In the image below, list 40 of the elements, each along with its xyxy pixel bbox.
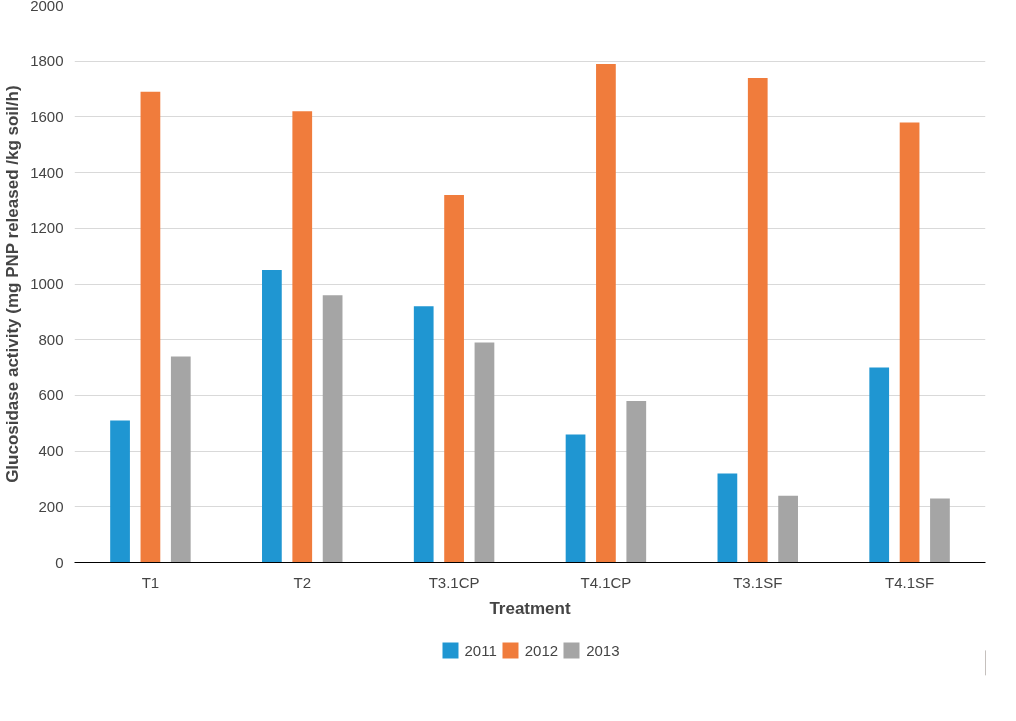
y-tick-label: 1600 [30,107,64,125]
y-tick-label: 1400 [30,163,64,181]
bar [474,342,495,563]
bar [262,270,282,563]
x-tick-label: T4.1SF [884,573,935,591]
y-tick-label: 600 [38,386,64,404]
y-tick-label: 400 [38,442,64,460]
bar [869,367,890,563]
bar [322,295,343,563]
x-tick-label: T2 [293,573,312,591]
y-tick-label: 1000 [30,275,64,292]
y-tick-label: 800 [38,330,64,348]
x-axis-title: Treatment [489,598,571,618]
bar [292,111,313,563]
bar [717,473,738,563]
bar [747,77,768,563]
bar [140,91,161,563]
y-tick-label: 0 [55,553,64,571]
legend-label: 2012 [524,641,559,659]
y-tick-label: 200 [38,497,64,515]
bar [413,306,434,563]
y-tick-label: 1800 [30,52,64,70]
x-tick-label: T1 [141,573,160,591]
y-axis-title: Glucosidase activity (mg PNP released /kg soil/h) [3,85,23,483]
bar [444,194,464,563]
bar [778,495,798,563]
bar [626,400,647,563]
bar [930,498,950,563]
bar [596,63,616,563]
legend-label: 2011 [464,641,497,659]
bar [170,356,191,563]
y-tick-label: 1200 [30,219,64,237]
y-tick-label: 2000 [30,0,64,14]
bar [565,434,586,563]
x-tick-label: T3.1CP [428,573,480,591]
x-tick-label: T4.1CP [580,573,632,591]
bar [899,122,920,563]
legend-label: 2013 [586,641,620,659]
bar [110,420,130,563]
x-tick-label: T3.1SF [733,573,783,591]
